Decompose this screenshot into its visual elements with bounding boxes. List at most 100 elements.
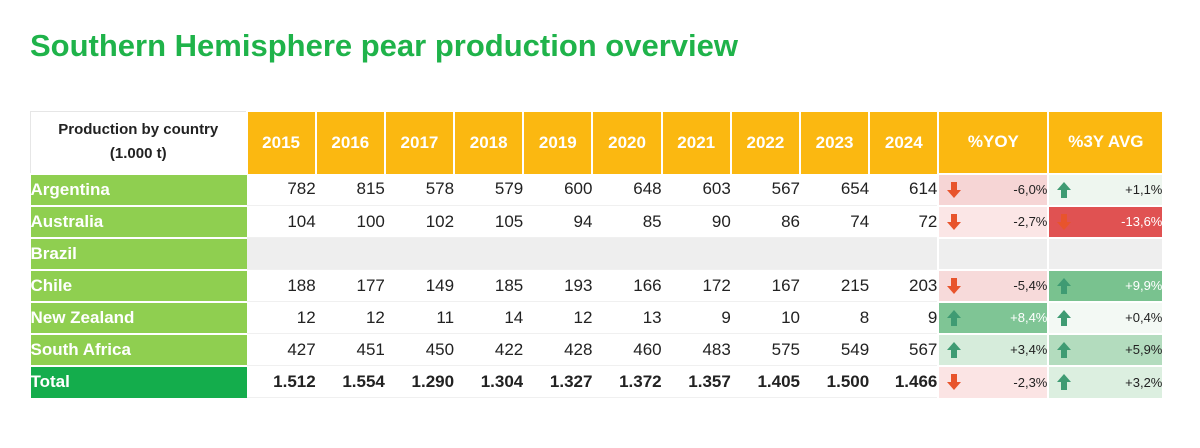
value-cell: 654 — [800, 173, 870, 206]
value-cell: 100 — [315, 205, 385, 238]
header-year: 2015 — [245, 111, 316, 174]
value-cell: 177 — [315, 269, 385, 302]
value-cell: 14 — [454, 301, 524, 334]
arrow-up-icon — [947, 309, 962, 326]
country-label: Australia — [30, 204, 247, 238]
value-cell: 86 — [730, 205, 800, 238]
value-cell: 575 — [730, 333, 800, 366]
value-cell: 12 — [315, 301, 385, 334]
avg-cell: -13,6% — [1047, 204, 1163, 238]
avg-value: +1,1% — [1125, 182, 1163, 197]
avg-cell: +0,4% — [1047, 300, 1163, 334]
value-cell: 94 — [523, 205, 593, 238]
value-cell: 90 — [661, 205, 731, 238]
value-cell: 579 — [454, 173, 524, 206]
value-cell: 567 — [730, 173, 800, 206]
value-cell: 451 — [315, 333, 385, 366]
header-label-cell: Production by country (1.000 t) — [30, 111, 247, 174]
arrow-up-icon — [1057, 309, 1072, 326]
value-cell: 1.357 — [661, 365, 731, 398]
country-label: South Africa — [30, 332, 247, 366]
value-cell: 614 — [869, 173, 939, 206]
header-year: 2022 — [729, 111, 800, 174]
value-cell: 1.372 — [592, 365, 662, 398]
value-cell — [800, 237, 870, 270]
table-header-row: Production by country (1.000 t) 2015 201… — [30, 111, 1163, 174]
country-label: New Zealand — [30, 300, 247, 334]
arrow-up-icon — [1057, 341, 1072, 358]
value-cell: 483 — [661, 333, 731, 366]
value-cell — [246, 237, 316, 270]
value-cell: 1.554 — [315, 365, 385, 398]
value-cell: 8 — [800, 301, 870, 334]
value-cell — [592, 237, 662, 270]
avg-value: +3,2% — [1125, 374, 1163, 390]
value-cell: 104 — [246, 205, 316, 238]
country-label: Argentina — [30, 172, 247, 206]
arrow-down-icon — [947, 213, 962, 230]
arrow-down-icon — [947, 374, 962, 390]
avg-cell: +9,9% — [1047, 268, 1163, 302]
yoy-value: -2,3% — [1013, 374, 1048, 390]
value-cell: 1.500 — [800, 365, 870, 398]
avg-value: -13,6% — [1121, 214, 1163, 229]
value-cell: 578 — [384, 173, 455, 206]
value-cell: 172 — [661, 269, 731, 302]
value-cell: 215 — [800, 269, 870, 302]
yoy-cell: +3,4% — [937, 332, 1049, 366]
value-cell: 1.405 — [730, 365, 800, 398]
arrow-down-icon — [1057, 213, 1072, 230]
yoy-value: +3,4% — [1010, 342, 1048, 357]
value-cell: 167 — [730, 269, 800, 302]
value-cell: 549 — [800, 333, 870, 366]
yoy-cell: -2,3% — [937, 364, 1049, 398]
value-cell — [454, 237, 524, 270]
yoy-value: -5,4% — [1013, 278, 1048, 293]
value-cell: 12 — [246, 301, 316, 334]
header-year: 2023 — [798, 111, 870, 174]
value-cell: 1.512 — [246, 365, 316, 398]
value-cell: 105 — [454, 205, 524, 238]
avg-value: +5,9% — [1125, 342, 1163, 357]
value-cell — [384, 237, 455, 270]
value-cell: 9 — [869, 301, 939, 334]
yoy-cell: -5,4% — [937, 268, 1049, 302]
header-yoy: %YOY — [937, 111, 1049, 174]
value-cell: 428 — [523, 333, 593, 366]
value-cell: 648 — [592, 173, 662, 206]
value-cell: 1.290 — [384, 365, 455, 398]
value-cell: 166 — [592, 269, 662, 302]
header-year: 2020 — [591, 111, 662, 174]
value-cell: 422 — [454, 333, 524, 366]
arrow-up-icon — [1057, 277, 1072, 294]
value-cell: 188 — [246, 269, 316, 302]
value-cell: 9 — [661, 301, 731, 334]
header-label-line1: Production by country — [58, 121, 219, 139]
header-label-line2: (1.000 t) — [109, 145, 167, 163]
yoy-cell: +8,4% — [937, 300, 1049, 334]
total-row: Total 1.512 1.554 1.290 1.304 1.327 1.372 1.357… — [30, 364, 1163, 398]
value-cell: 1.327 — [523, 365, 593, 398]
value-cell: 600 — [523, 173, 593, 206]
value-cell: 427 — [246, 333, 316, 366]
arrow-up-icon — [1057, 181, 1072, 198]
arrow-up-icon — [947, 341, 962, 358]
table-row: Australia 104 100 102 105 94 85 90 86 74 72 -2,7% -1… — [30, 204, 1163, 238]
value-cell: 782 — [246, 173, 316, 206]
value-cell: 603 — [661, 173, 731, 206]
avg-cell: +3,2% — [1047, 364, 1163, 398]
table-row: Argentina 782 815 578 579 600 648 603 567 654 614 -… — [30, 172, 1163, 206]
arrow-down-icon — [947, 181, 962, 198]
table-row: Brazil — [30, 236, 1163, 270]
production-table: Production by country (1.000 t) 2015 201… — [30, 111, 1163, 398]
value-cell: 815 — [315, 173, 385, 206]
page-title: Southern Hemisphere pear production over… — [30, 28, 738, 63]
header-year: 2017 — [383, 111, 455, 174]
arrow-up-icon — [1057, 374, 1072, 390]
yoy-cell — [937, 236, 1049, 270]
value-cell: 11 — [384, 301, 455, 334]
header-year: 2021 — [660, 111, 731, 174]
table-row: Chile 188 177 149 185 193 166 172 167 215 203 -5,4%… — [30, 268, 1163, 302]
table-body: Argentina 782 815 578 579 600 648 603 567 654 614 -… — [30, 172, 1163, 398]
value-cell: 72 — [869, 205, 939, 238]
